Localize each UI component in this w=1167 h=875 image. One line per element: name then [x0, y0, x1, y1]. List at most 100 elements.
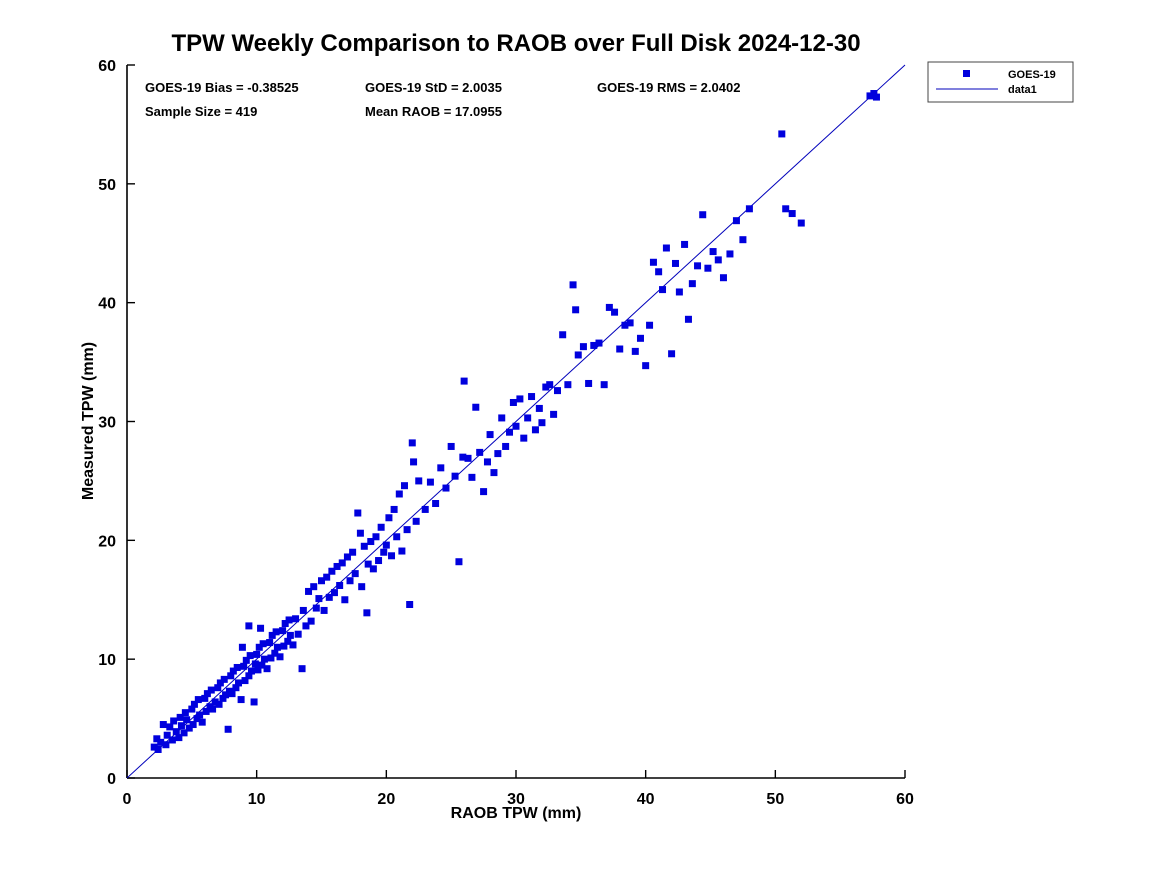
scatter-point [659, 286, 667, 294]
scatter-point [232, 684, 240, 692]
scatter-point [222, 691, 230, 699]
legend-label-data1: data1 [1008, 84, 1037, 96]
scatter-point [671, 259, 679, 267]
scatter-point [215, 700, 223, 708]
scatter-point [289, 641, 297, 649]
scatter-point [611, 308, 619, 316]
scatter-point [451, 472, 459, 480]
legend-marker-icon [963, 70, 970, 77]
scatter-point [315, 595, 323, 603]
scatter-point [472, 403, 480, 411]
scatter-point [245, 672, 253, 680]
scatter-point [247, 667, 255, 675]
scatter-point [377, 523, 385, 531]
scatter-point [175, 734, 183, 742]
scatter-point [255, 643, 263, 651]
scatter-point [201, 694, 209, 702]
scatter-point [585, 379, 593, 387]
scatter-point [363, 609, 371, 617]
scatter-point [238, 643, 246, 651]
scatter-point [214, 684, 222, 692]
scatter-point [154, 745, 162, 753]
scatter-point [271, 649, 279, 657]
scatter-point [542, 383, 550, 391]
scatter-point [356, 529, 364, 537]
scatter-point [190, 700, 198, 708]
reference-line-group [126, 64, 906, 779]
scatter-point [263, 665, 271, 673]
legend: GOES-19 data1 [927, 61, 1074, 103]
scatter-point [699, 211, 707, 219]
scatter-point [153, 735, 161, 743]
scatter-point [330, 589, 338, 597]
scatter-point [528, 393, 536, 401]
stat-bias: GOES-19 Bias = -0.38525 [145, 80, 299, 95]
scatter-point [745, 205, 753, 213]
x-tick-label: 10 [248, 791, 266, 808]
scatter-point [241, 677, 249, 685]
scatter-point [388, 552, 396, 560]
scatter-point [642, 362, 650, 370]
scatter-point [621, 321, 629, 329]
scatter-point [372, 533, 380, 541]
scatter-point [162, 741, 170, 749]
scatter-point [655, 268, 663, 276]
legend-box [927, 61, 1074, 103]
scatter-point [177, 722, 185, 730]
scatter-point [189, 721, 197, 729]
scatter-point [266, 639, 274, 647]
scatter-point [251, 660, 259, 668]
scatter-point [216, 679, 224, 687]
scatter-point [183, 716, 191, 724]
scatter-point [574, 351, 582, 359]
scatter-point [163, 731, 171, 739]
x-tick-label: 20 [377, 791, 395, 808]
scatter-point [579, 343, 587, 351]
scatter-point [257, 624, 265, 632]
scatter-point [382, 541, 390, 549]
scatter-point [284, 637, 292, 645]
scatter-point [535, 404, 543, 412]
scatter-point [273, 643, 281, 651]
scatter-point [194, 696, 202, 704]
x-tick-label: 40 [637, 791, 655, 808]
scatter-point [509, 398, 517, 406]
scatter-point [719, 274, 727, 282]
scatter-point [259, 640, 267, 648]
scatter-point [572, 306, 580, 314]
y-tick-label: 50 [98, 177, 116, 194]
scatter-point [502, 442, 510, 450]
scatter-point [307, 617, 315, 625]
y-tick-label: 40 [98, 296, 116, 313]
scatter-point [268, 631, 276, 639]
scatter-point [351, 570, 359, 578]
scatter-point [464, 454, 472, 462]
scatter-point [299, 606, 307, 614]
scatter-point [498, 414, 506, 422]
y-tick-label: 60 [98, 58, 116, 75]
scatter-point [675, 288, 683, 296]
scatter-point [408, 439, 416, 447]
scatter-point [559, 331, 567, 339]
scatter-point [168, 736, 176, 744]
scatter-point [421, 505, 429, 513]
scatter-point [272, 628, 280, 636]
scatter-point [395, 490, 403, 498]
scatter-point [237, 696, 245, 704]
scatter-point [346, 577, 354, 585]
scatter-point [590, 341, 598, 349]
scatter-point [198, 718, 206, 726]
scatter-point [714, 256, 722, 264]
scatter-point [150, 743, 158, 751]
scatter-point [235, 679, 243, 687]
scatter-point [358, 583, 366, 591]
stat-std: GOES-19 StD = 2.0035 [365, 80, 502, 95]
scatter-point [393, 533, 401, 541]
y-tick-label: 10 [98, 652, 116, 669]
scatter-point [459, 453, 467, 461]
scatter-point [600, 381, 608, 389]
scatter-point [253, 650, 261, 658]
scatter-point [616, 345, 624, 353]
scatter-point [209, 705, 217, 713]
scatter-point [364, 560, 372, 568]
